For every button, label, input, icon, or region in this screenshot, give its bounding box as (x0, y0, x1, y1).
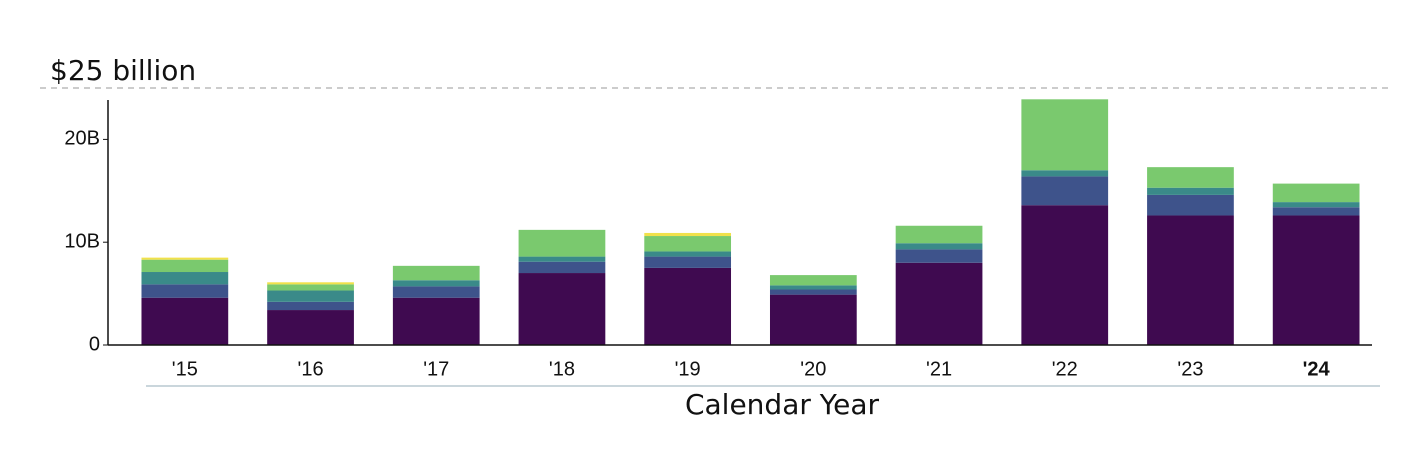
bar-segment (392, 265, 480, 281)
annotation: $25 billion (50, 54, 196, 87)
x-tick-label: '16 (298, 358, 324, 380)
bar-segment (1021, 176, 1109, 206)
bar-segment (1272, 215, 1360, 345)
y-tick-label: 0 (89, 333, 100, 355)
bar-segment (518, 273, 606, 345)
bar-segment (1147, 194, 1234, 216)
bar-segment (644, 232, 732, 237)
bar-segment (141, 284, 229, 298)
bar-segment (1147, 187, 1234, 195)
bar-segment (267, 301, 354, 311)
bar-segment (1272, 202, 1360, 208)
x-tick-label: '15 (172, 358, 198, 380)
bar-segment (141, 272, 229, 285)
bar-segment (141, 257, 229, 260)
bar-segment (392, 286, 480, 298)
bar-segment (267, 284, 354, 291)
bar-segment (1021, 205, 1109, 345)
bar-segment (518, 261, 606, 274)
bar-segment (644, 267, 732, 345)
bar-segment (769, 294, 857, 345)
bar-segment (518, 229, 606, 257)
x-tick-label: '22 (1052, 358, 1078, 380)
bar-segment (895, 249, 983, 263)
bar-segment (1147, 167, 1234, 188)
y-tick-label: 10B (64, 230, 100, 252)
bar-segment (267, 282, 354, 285)
bar-segment (392, 297, 480, 345)
x-tick-label: '23 (1177, 358, 1203, 380)
bar-segment (392, 280, 480, 287)
x-axis-title: Calendar Year (685, 388, 880, 421)
bar-segment (769, 289, 857, 295)
bar-segment (1021, 99, 1109, 171)
bar-segment (518, 256, 606, 262)
bar-segment (1272, 183, 1360, 203)
bar-segment (769, 275, 857, 286)
bar-segment (769, 285, 857, 290)
x-tick-label: '17 (423, 358, 449, 380)
x-tick-label: '19 (675, 358, 701, 380)
bar-segment (895, 243, 983, 250)
bar-segment (895, 225, 983, 244)
bar-segment (895, 262, 983, 345)
x-tick-label: '21 (926, 358, 952, 380)
bar-segment (267, 290, 354, 302)
x-tick-label: '20 (800, 358, 826, 380)
bar-segment (267, 310, 354, 345)
bar-segment (141, 259, 229, 273)
x-tick-label: '24 (1303, 358, 1331, 380)
x-tick-label: '18 (549, 358, 575, 380)
bar-segment (644, 251, 732, 257)
bar-segment (1272, 207, 1360, 216)
bar-segment (644, 256, 732, 268)
bar-segment (1021, 170, 1109, 177)
bar-segment (1147, 215, 1234, 345)
y-tick-label: 20B (64, 128, 100, 150)
bar-segment (644, 236, 732, 252)
bar-segment (141, 297, 229, 345)
